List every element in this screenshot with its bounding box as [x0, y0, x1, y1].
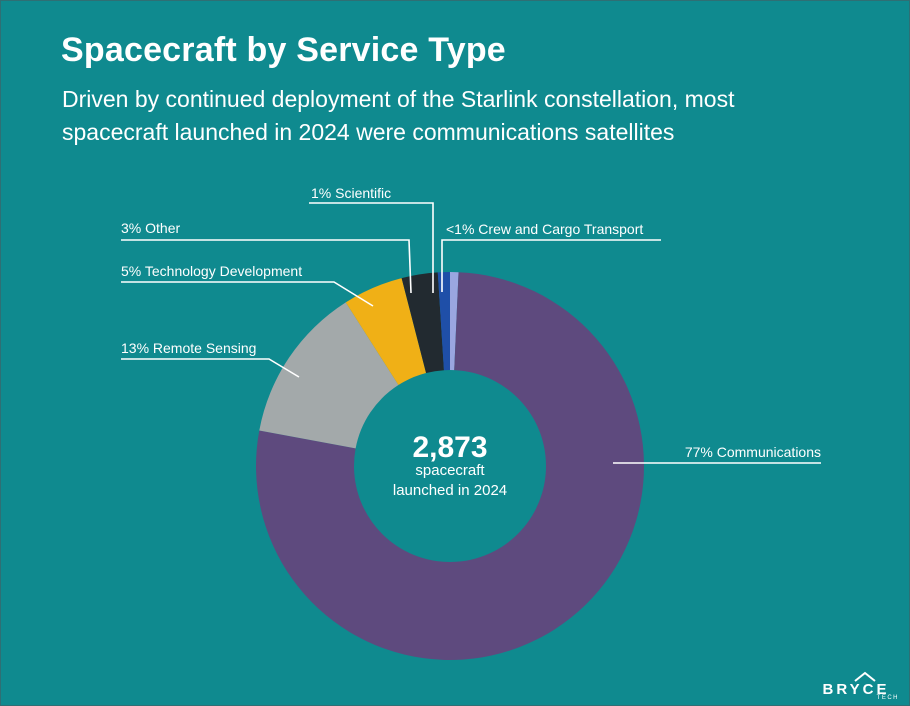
- center-total-value: 2,873: [412, 431, 487, 464]
- label-technology-development: 5% Technology Development: [121, 263, 302, 279]
- subtitle-line-2: spacecraft launched in 2024 were communi…: [62, 119, 675, 145]
- slice-remote-sensing: [259, 302, 399, 449]
- logo-subtext: TECH: [876, 695, 899, 701]
- label-other: 3% Other: [121, 220, 180, 236]
- brand-logo: BRYCE TECH: [813, 671, 899, 703]
- slice-communications: [255, 272, 644, 660]
- slice-scientific: [437, 272, 450, 371]
- donut-slices: [255, 272, 644, 660]
- label-remote-sensing: 13% Remote Sensing: [121, 340, 256, 356]
- page-title: Spacecraft by Service Type: [61, 31, 506, 69]
- slice-other: [401, 272, 444, 374]
- page-subtitle: Driven by continued deployment of the St…: [62, 83, 862, 149]
- subtitle-line-1: Driven by continued deployment of the St…: [62, 86, 735, 112]
- slice-labels: <1% Crew and Cargo Transport 77% Communic…: [121, 185, 821, 460]
- center-caption-line-2: launched in 2024: [393, 482, 507, 499]
- leader-line-crew-and-cargo-transport: [441, 239, 661, 292]
- leader-line-remote-sensing: [121, 358, 300, 378]
- slice-crew-and-cargo-transport: [450, 272, 459, 371]
- slice-technology-development: [345, 278, 427, 386]
- label-scientific: 1% Scientific: [311, 185, 391, 201]
- logo-wordmark: BRYCE: [822, 681, 890, 698]
- label-crew-and-cargo-transport: <1% Crew and Cargo Transport: [446, 221, 643, 237]
- leader-line-other: [121, 239, 412, 294]
- donut-center: 2,873 spacecraft launched in 2024: [393, 431, 507, 499]
- logo-swoosh-icon: [854, 671, 876, 682]
- leader-lines: [121, 202, 821, 464]
- leader-line-scientific: [309, 202, 434, 293]
- leader-line-technology-development: [121, 281, 374, 307]
- label-communications: 77% Communications: [685, 444, 821, 460]
- center-caption-line-1: spacecraft: [415, 462, 485, 479]
